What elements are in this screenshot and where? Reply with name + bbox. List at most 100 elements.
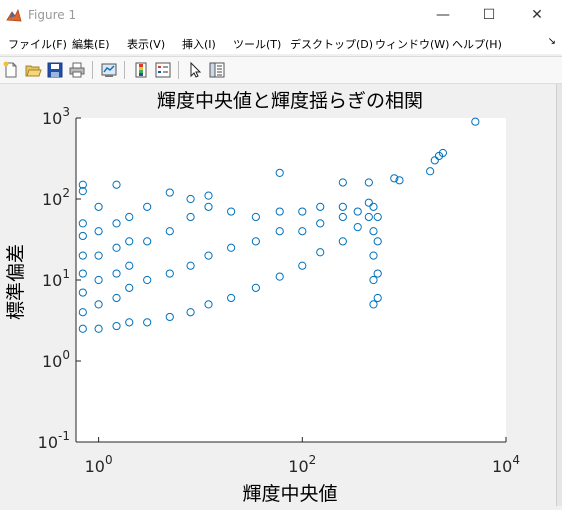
data-point [186, 308, 195, 317]
data-point [78, 231, 87, 241]
data-point [143, 237, 152, 246]
menu-desktop[interactable]: デスクトップ(D) [290, 38, 374, 51]
data-point [338, 237, 347, 246]
maximize-button[interactable]: ☐ [482, 7, 496, 23]
data-point [186, 194, 195, 204]
data-point [204, 202, 213, 211]
data-point [369, 227, 378, 236]
plot-area[interactable] [76, 118, 506, 442]
data-point [438, 148, 447, 158]
data-point [125, 237, 134, 246]
data-point [395, 176, 404, 185]
data-point [78, 288, 87, 297]
data-point [390, 174, 399, 183]
data-point [94, 300, 103, 309]
data-point [338, 212, 347, 222]
toolbar-separator [92, 61, 93, 79]
data-point [430, 156, 439, 165]
data-point [165, 312, 174, 322]
data-point [94, 275, 103, 285]
data-point [275, 207, 284, 216]
data-point [275, 272, 284, 281]
data-point [364, 178, 373, 187]
data-point [364, 198, 373, 207]
menu-overflow-icon[interactable]: ↘ [547, 36, 556, 47]
data-point [186, 261, 195, 270]
data-point [373, 237, 382, 246]
data-point [94, 251, 103, 260]
y-tick-label: 102 [42, 186, 70, 209]
data-point [353, 207, 362, 216]
data-point [112, 293, 121, 303]
data-point [165, 188, 174, 197]
data-point [112, 243, 121, 252]
data-point [112, 269, 121, 278]
close-button[interactable]: ✕ [531, 7, 543, 23]
toolbar-separator [178, 61, 179, 79]
data-point [373, 212, 382, 222]
data-point [204, 300, 213, 309]
window-right-border [556, 84, 562, 506]
data-point [165, 269, 174, 278]
data-point [275, 168, 284, 178]
data-point [204, 191, 213, 200]
menu-insert[interactable]: 挿入(I) [182, 38, 216, 51]
figure-canvas: 輝度中央値と輝度揺らぎの相関 100 102 104 10-1 100 101 102 103… [0, 84, 556, 506]
x-tick-label: 104 [492, 453, 520, 476]
data-point [369, 251, 378, 260]
data-point [369, 202, 378, 211]
data-point [143, 202, 152, 211]
menu-file[interactable]: ファイル(F) [8, 38, 67, 51]
open-file-icon[interactable] [24, 61, 42, 79]
menu-window[interactable]: ウィンドウ(W) [375, 38, 450, 51]
data-point [471, 117, 480, 126]
save-icon[interactable] [46, 61, 64, 79]
scatter-plot: 輝度中央値と輝度揺らぎの相関 100 102 104 10-1 100 101 102 103… [5, 90, 520, 505]
data-point [316, 248, 325, 257]
data-point [125, 283, 134, 292]
data-point [143, 275, 152, 285]
data-point [369, 275, 378, 285]
y-tick-label: 103 [42, 105, 70, 128]
data-point [364, 212, 373, 222]
data-point [78, 269, 87, 278]
data-point [143, 318, 152, 327]
data-point [298, 227, 307, 236]
y-tick-label: 101 [42, 267, 70, 290]
link-plot-icon[interactable] [100, 61, 118, 79]
data-point [94, 324, 103, 333]
data-point [369, 300, 378, 309]
y-axis-label: 標準偏差 [5, 244, 27, 320]
menu-tools[interactable]: ツール(T) [233, 38, 282, 51]
property-inspector-icon[interactable] [208, 61, 226, 79]
menu-edit[interactable]: 編集(E) [72, 38, 110, 51]
data-point [338, 202, 347, 211]
y-tick-label: 10-1 [38, 429, 70, 452]
insert-colorbar-icon[interactable] [132, 61, 150, 79]
menu-view[interactable]: 表示(V) [127, 38, 166, 51]
data-point [112, 180, 121, 189]
new-figure-icon[interactable] [2, 61, 20, 79]
data-point [227, 207, 236, 216]
data-point [338, 178, 347, 187]
data-point [298, 261, 307, 270]
edit-plot-arrow-icon[interactable] [186, 61, 204, 79]
data-point [426, 167, 435, 176]
matlab-app-icon [6, 8, 22, 22]
data-point [112, 321, 121, 331]
data-point [227, 293, 236, 303]
menu-help[interactable]: ヘルプ(H) [452, 38, 502, 51]
data-point [165, 227, 174, 236]
chart-title: 輝度中央値と輝度揺らぎの相関 [157, 90, 423, 112]
data-point [251, 212, 260, 222]
data-point [94, 202, 103, 211]
print-icon[interactable] [68, 61, 86, 79]
minimize-button[interactable]: — [436, 7, 450, 23]
data-point [227, 243, 236, 252]
data-point [316, 202, 325, 211]
data-point [186, 212, 195, 222]
data-point [94, 227, 103, 236]
data-point [316, 219, 325, 228]
data-point [78, 187, 87, 196]
insert-legend-icon[interactable] [154, 61, 172, 79]
